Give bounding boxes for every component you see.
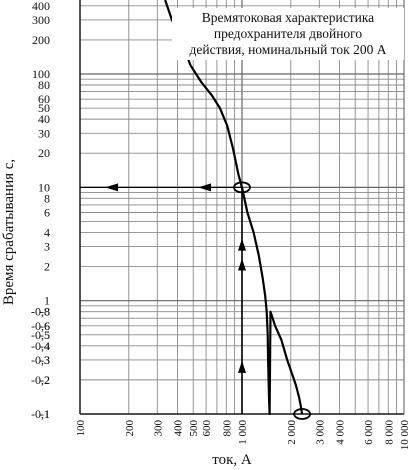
x-tick-label: 100 bbox=[75, 420, 87, 437]
up-arrowhead bbox=[238, 258, 246, 271]
y-tick-label: -0,2 bbox=[31, 373, 50, 387]
ellipse-marker bbox=[293, 408, 312, 420]
y-tick-label: -0,4 bbox=[31, 339, 50, 353]
y-tick-label: -2 bbox=[40, 373, 50, 387]
y-tick-label: 80 bbox=[38, 78, 50, 92]
y-tick-label: 3 bbox=[44, 240, 50, 254]
x-tick-label: 1 000 bbox=[237, 420, 249, 445]
y-tick-label: -3 bbox=[40, 353, 50, 367]
x-tick-label: 800 bbox=[221, 420, 233, 437]
left-arrowhead bbox=[105, 183, 119, 192]
up-arrowhead bbox=[238, 238, 246, 251]
time-current-curve bbox=[164, 0, 304, 416]
x-axis-title: ток, А bbox=[212, 452, 252, 468]
x-tick-label: 200 bbox=[124, 420, 136, 437]
x-tick-label: 6 000 bbox=[363, 420, 375, 445]
y-tick-label: 20 bbox=[38, 146, 50, 160]
chart-title-line-2: предохранителя двойного bbox=[214, 26, 363, 41]
y-tick-label: -0,8 bbox=[31, 305, 50, 319]
y-axis-title: Время срабатывания с, bbox=[1, 159, 17, 305]
y-tick-label: 6 bbox=[44, 205, 50, 219]
y-tick-label: 400 bbox=[32, 0, 50, 13]
x-tick-label: 400 bbox=[173, 420, 185, 437]
y-tick-label: -0,3 bbox=[31, 353, 50, 367]
y-tick-label: -1 bbox=[40, 407, 50, 421]
y-tick-label: 1 bbox=[44, 294, 50, 308]
y-tick-label: 8 bbox=[44, 191, 50, 205]
y-tick-label: 200 bbox=[32, 33, 50, 47]
y-tick-label: -4 bbox=[40, 339, 50, 353]
y-tick-label: 50 bbox=[38, 101, 50, 115]
chart-title-line-3: действия, номинальный ток 200 А bbox=[190, 42, 387, 57]
title-box: Времятоковая характеристика предохраните… bbox=[172, 8, 404, 60]
chart-title-line-1: Времятоковая характеристика bbox=[202, 10, 374, 25]
x-tick-label: 300 bbox=[152, 420, 164, 437]
y-tick-label: 300 bbox=[32, 13, 50, 27]
x-tick-label: 10 000 bbox=[399, 420, 408, 451]
x-tick-labels: 100 200 300 400 500 600 800 1 000 2 000 3 000 4 00… bbox=[75, 420, 408, 451]
y-tick-label: -0,5 bbox=[31, 328, 50, 342]
y-tick-label: -5 bbox=[40, 328, 50, 342]
left-arrowhead bbox=[198, 183, 212, 192]
x-tick-label: 4 000 bbox=[335, 420, 347, 445]
y-tick-label: 100 bbox=[32, 67, 50, 81]
y-tick-label: 10 bbox=[38, 180, 50, 194]
x-tick-label: 2 000 bbox=[286, 420, 298, 445]
x-tick-label: 3 000 bbox=[314, 420, 326, 445]
y-tick-label: 40 bbox=[38, 112, 50, 126]
annotations bbox=[80, 183, 246, 414]
y-tick-label: 2 bbox=[44, 260, 50, 274]
title-box-background bbox=[172, 8, 404, 60]
y-tick-label: 60 bbox=[38, 92, 50, 106]
x-tick-label: 600 bbox=[201, 420, 213, 437]
markers bbox=[233, 181, 312, 420]
y-tick-label: -8 bbox=[40, 305, 50, 319]
y-tick-label: 30 bbox=[38, 126, 50, 140]
ellipse-marker bbox=[233, 181, 251, 194]
x-tick-label: 8 000 bbox=[383, 420, 395, 445]
y-tick-label: 4 bbox=[44, 225, 50, 239]
y-tick-label: -0,6 bbox=[31, 319, 50, 333]
series bbox=[164, 0, 304, 416]
y-tick-label: -0,1 bbox=[31, 407, 50, 421]
x-tick-label: 500 bbox=[188, 420, 200, 437]
up-arrowhead bbox=[238, 360, 246, 373]
y-tick-label: -6 bbox=[40, 319, 50, 333]
